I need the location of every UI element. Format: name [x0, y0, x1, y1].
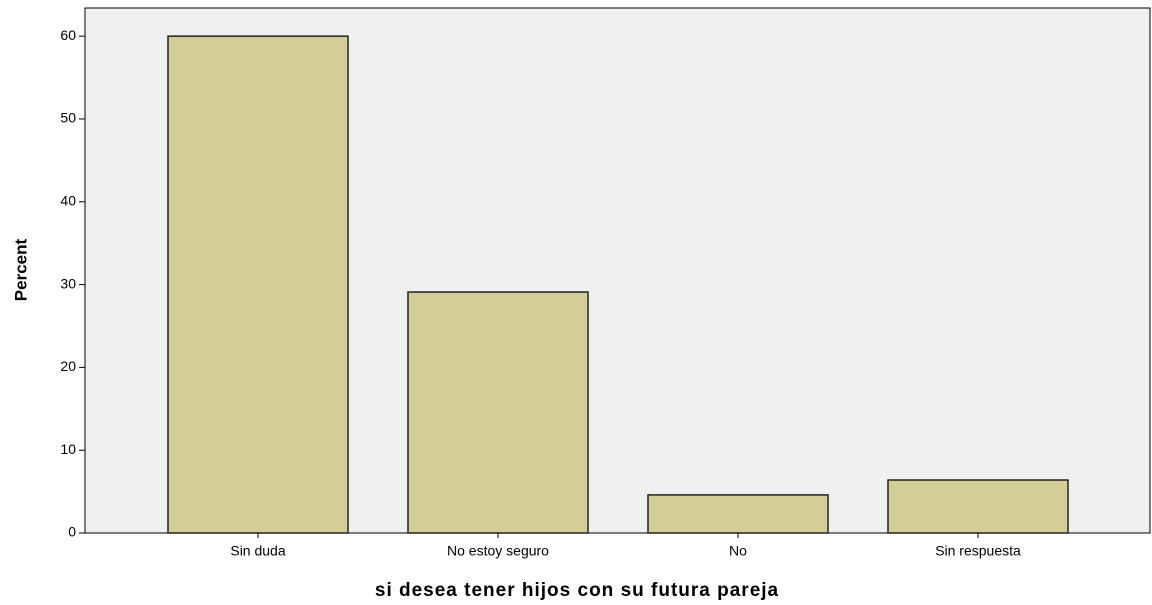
y-tick-label: 60 [60, 27, 76, 43]
x-tick-label: No [729, 543, 747, 559]
bar [167, 35, 349, 534]
y-tick-label: 0 [68, 524, 76, 540]
y-tick-label: 10 [60, 441, 76, 457]
y-tick-label: 30 [60, 275, 76, 291]
bar [647, 494, 829, 534]
x-axis-label: si desea tener hijos con su futura parej… [375, 580, 779, 601]
y-tick-label: 20 [60, 358, 76, 374]
y-tick-label: 40 [60, 192, 76, 208]
y-tick-label: 50 [60, 110, 76, 126]
y-axis-label: Percent [11, 238, 30, 301]
x-tick-label: No estoy seguro [447, 543, 549, 559]
x-tick-label: Sin respuesta [935, 543, 1021, 559]
x-tick-label: Sin duda [230, 543, 285, 559]
bar [887, 479, 1069, 534]
bar [407, 291, 589, 534]
